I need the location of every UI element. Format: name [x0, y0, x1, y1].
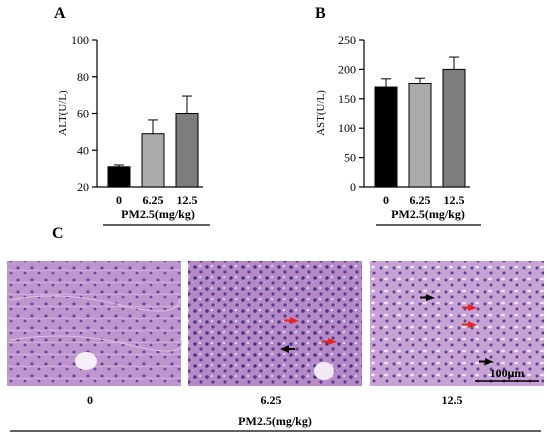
- ast-bar-chart: 0 50 100 150 200 250 0 6.25 12.5 AST(U/L) PM2.5…: [315, 33, 481, 226]
- red-arrow-icon: [462, 304, 477, 311]
- histology-image-control: [7, 261, 181, 386]
- histology-image-low-dose: [188, 261, 362, 386]
- red-arrow-icon: [462, 321, 477, 328]
- alt-x-category-label: 12.5: [177, 193, 198, 207]
- central-vein: [75, 352, 97, 370]
- alt-y-axis-label: ALT(U/L): [57, 90, 69, 136]
- histology-label-control: 0: [87, 393, 93, 407]
- alt-y-tick-label: 20: [77, 180, 89, 194]
- scale-bar-label: 100μm: [490, 366, 525, 380]
- histology-label-low-dose: 6.25: [261, 393, 282, 407]
- histology-image-high-dose: [370, 261, 544, 386]
- alt-y-tick-label: 40: [77, 143, 89, 157]
- ast-y-tick-label: 150: [338, 92, 356, 106]
- black-arrow-icon: [479, 358, 494, 365]
- alt-x-axis-label: PM2.5(mg/kg): [121, 207, 195, 221]
- ast-x-axis-label: PM2.5(mg/kg): [391, 207, 465, 221]
- ast-x-category-label: 12.5: [444, 193, 465, 207]
- panel-label-b: B: [315, 5, 326, 22]
- panel-label-a: A: [54, 5, 66, 22]
- alt-x-category-label: 6.25: [143, 193, 164, 207]
- ast-y-tick-label: 100: [338, 121, 356, 135]
- ast-y-tick-label: 0: [350, 180, 356, 194]
- ast-x-category-label: 0: [383, 193, 389, 207]
- ast-bar-2: [442, 68, 466, 188]
- alt-y-tick-label: 60: [77, 107, 89, 121]
- alt-x-category-label: 0: [116, 193, 122, 207]
- central-vein: [314, 362, 334, 380]
- alt-bar-chart: 20 40 60 80 100 0 6.25 12.5 ALT(U/L) PM2.5(mg/…: [57, 33, 210, 226]
- ast-bar-1: [408, 83, 432, 188]
- ast-y-axis-label: AST(U/L): [315, 90, 327, 136]
- histology-label-high-dose: 12.5: [442, 393, 463, 407]
- black-arrow-icon: [420, 294, 435, 301]
- alt-bar-0: [107, 166, 131, 188]
- alt-bar-2: [175, 113, 199, 188]
- black-arrow-icon: [280, 345, 295, 353]
- red-arrow-icon: [284, 317, 299, 324]
- alt-bar-1: [141, 133, 165, 188]
- alt-y-tick-label: 100: [71, 33, 89, 47]
- ast-x-category-label: 6.25: [410, 193, 431, 207]
- histology-panel: 100μm 0 6.25 12.5 PM2.5(mg/kg): [7, 261, 544, 432]
- red-arrow-icon: [322, 338, 337, 345]
- panel-label-c: C: [52, 225, 64, 242]
- ast-bar-0: [374, 86, 398, 188]
- ast-y-tick-label: 250: [338, 33, 356, 47]
- alt-y-tick-label: 80: [77, 70, 89, 84]
- ast-y-tick-label: 50: [344, 151, 356, 165]
- ast-y-tick-label: 200: [338, 62, 356, 76]
- histology-x-axis-label: PM2.5(mg/kg): [238, 414, 312, 428]
